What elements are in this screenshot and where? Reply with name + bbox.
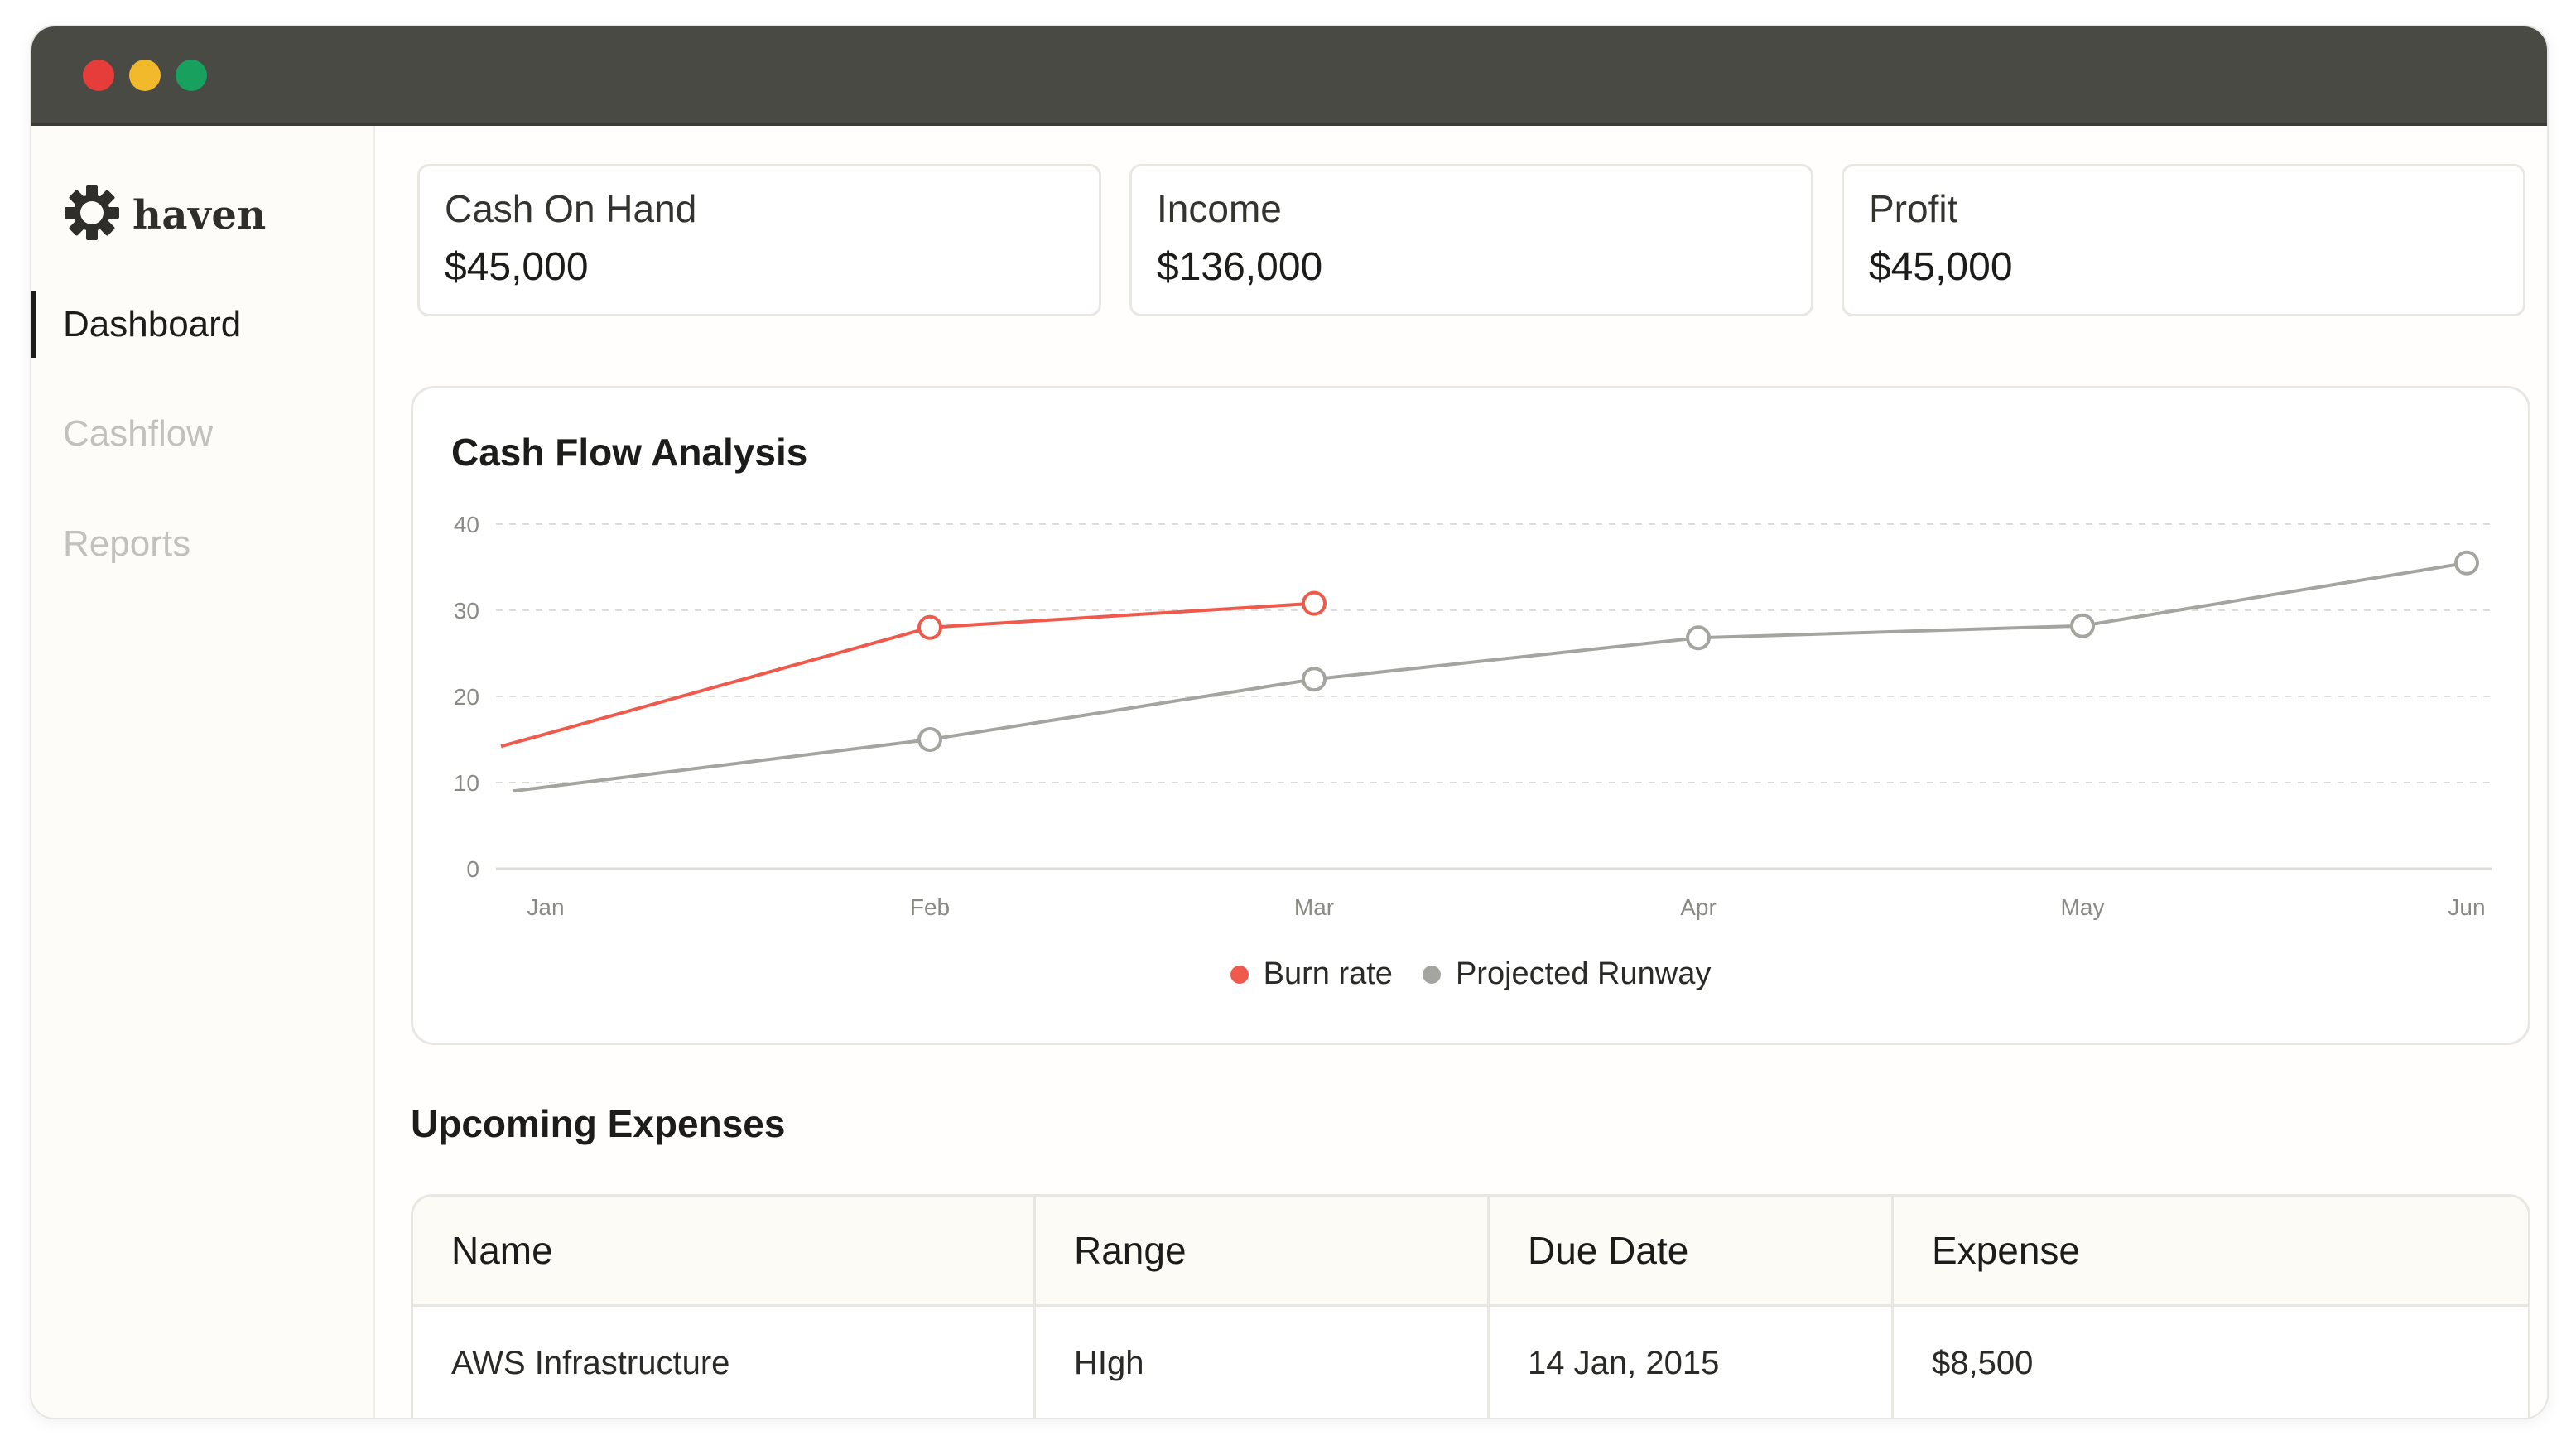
cell-name: AWS Infrastructure <box>413 1307 1036 1418</box>
series-line-burn-rate <box>500 601 1315 749</box>
cell-expense: $8,500 <box>1932 1344 2034 1381</box>
app-window: haven Dashboard Cashflow Reports Cash On… <box>30 25 2549 1419</box>
column-header-range[interactable]: Range <box>1036 1197 1490 1304</box>
x-tick-label: May <box>2061 894 2105 920</box>
window-maximize-icon[interactable] <box>176 60 207 91</box>
income-card: Income $136,000 <box>1129 164 1813 316</box>
data-point-projected-runway <box>2070 613 2095 638</box>
y-tick-label: 30 <box>454 598 479 624</box>
card-value: $45,000 <box>1869 245 2013 289</box>
data-point-burn-rate <box>1302 590 1327 616</box>
app-name: haven <box>132 191 267 238</box>
logo[interactable]: haven <box>63 184 267 246</box>
card-label: Income <box>1157 187 1282 230</box>
legend-label: Projected Runway <box>1455 956 1712 991</box>
window-close-icon[interactable] <box>83 60 114 91</box>
cell-due-date: 14 Jan, 2015 <box>1490 1307 1894 1418</box>
sidebar-item-dashboard[interactable]: Dashboard <box>31 291 373 358</box>
y-tick-label: 20 <box>454 684 479 710</box>
haven-logo-icon <box>63 184 121 246</box>
cash-flow-chart: 0 10 20 30 40 Jan Feb Mar Apr May Jun <box>454 512 2492 920</box>
x-tick-label: Feb <box>910 894 950 920</box>
cash-on-hand-card: Cash On Hand $45,000 <box>417 164 1101 316</box>
data-point-burn-rate <box>917 614 942 640</box>
y-tick-label: 0 <box>466 856 479 882</box>
data-point-projected-runway <box>2454 550 2479 576</box>
series-line-projected-runway <box>512 561 2468 793</box>
legend-dot <box>1422 965 1441 984</box>
data-point-projected-runway <box>1686 625 1711 651</box>
x-tick-label: Mar <box>1294 894 1334 920</box>
window-minimize-icon[interactable] <box>129 60 161 91</box>
table-header-row: Name Range Due Date Expense <box>413 1197 2528 1307</box>
card-label: Cash On Hand <box>445 187 697 230</box>
profit-card: Profit $45,000 <box>1842 164 2525 316</box>
y-tick-label: 10 <box>454 770 479 796</box>
sidebar-item-reports[interactable]: Reports <box>63 523 191 564</box>
data-point-projected-runway <box>917 727 942 752</box>
column-header-expense[interactable]: Expense <box>1932 1229 2081 1272</box>
sidebar-item-cashflow[interactable]: Cashflow <box>63 413 213 454</box>
cell-range: HIgh <box>1036 1307 1490 1418</box>
legend-label: Burn rate <box>1263 956 1393 991</box>
card-label: Profit <box>1869 187 1958 230</box>
x-tick-label: Apr <box>1680 894 1717 920</box>
card-value: $136,000 <box>1157 245 1323 289</box>
legend-dot <box>1230 965 1249 984</box>
column-header-name[interactable]: Name <box>413 1197 1036 1304</box>
legend-item-burn-rate[interactable]: Burn rate <box>1230 956 1393 992</box>
x-tick-label: Jun <box>2448 894 2485 920</box>
upcoming-expenses-title: Upcoming Expenses <box>411 1102 786 1145</box>
card-value: $45,000 <box>445 245 589 289</box>
chart-legend: Burn rate Projected Runway <box>413 956 2528 992</box>
column-header-due-date[interactable]: Due Date <box>1490 1197 1894 1304</box>
cash-flow-chart-card: Cash Flow Analysis 0 10 20 30 40 Jan Feb Mar Apr… <box>411 386 2530 1045</box>
sidebar: haven Dashboard Cashflow Reports <box>31 126 375 1418</box>
x-tick-label: Jan <box>527 894 564 920</box>
data-point-projected-runway <box>1302 667 1327 692</box>
legend-item-projected-runway[interactable]: Projected Runway <box>1422 956 1712 992</box>
chart-title: Cash Flow Analysis <box>451 431 808 474</box>
expenses-table: Name Range Due Date Expense AWS Infrastr… <box>411 1194 2530 1418</box>
table-row[interactable]: AWS Infrastructure HIgh 14 Jan, 2015 $8,… <box>413 1307 2528 1418</box>
title-bar <box>31 26 2547 126</box>
y-tick-label: 40 <box>454 512 479 537</box>
